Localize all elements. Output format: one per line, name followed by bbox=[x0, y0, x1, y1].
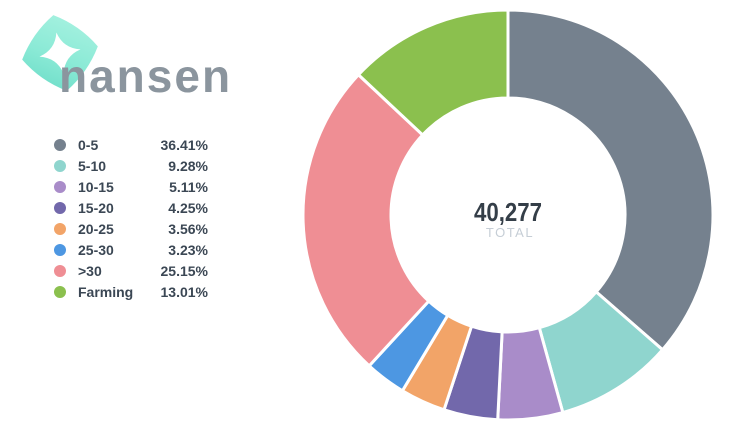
chart-legend: 0-5 36.41% 5-10 9.28% 10-15 5.11% 15-20 4.25% 20… bbox=[54, 134, 208, 302]
legend-item-20-25[interactable]: 20-25 3.56% bbox=[54, 218, 208, 239]
donut-slices bbox=[301, 8, 715, 422]
legend-swatch-icon bbox=[54, 285, 66, 298]
nansen-logo-icon bbox=[22, 15, 98, 91]
legend-label: 5-10 bbox=[78, 157, 107, 174]
donut-slice-farming[interactable] bbox=[356, 8, 510, 138]
legend-label: 20-25 bbox=[78, 220, 114, 237]
legend-item-farming[interactable]: Farming 13.01% bbox=[54, 281, 208, 302]
legend-label: 0-5 bbox=[78, 136, 99, 153]
legend-swatch-icon bbox=[54, 138, 66, 151]
legend-value: 36.41% bbox=[160, 136, 208, 153]
legend-value: 3.23% bbox=[168, 241, 208, 258]
legend-item-0-5[interactable]: 0-5 36.41% bbox=[54, 134, 208, 155]
legend-swatch-icon bbox=[54, 201, 66, 214]
legend-swatch-icon bbox=[54, 264, 66, 277]
legend-swatch-icon bbox=[54, 180, 66, 193]
nansen-logo: nansen bbox=[0, 0, 260, 110]
legend-value: 25.15% bbox=[160, 262, 208, 279]
legend-value: 4.25% bbox=[168, 199, 208, 216]
legend-item-5-10[interactable]: 5-10 9.28% bbox=[54, 155, 208, 176]
legend-swatch-icon bbox=[54, 243, 66, 256]
legend-label: 10-15 bbox=[78, 178, 114, 195]
nansen-wordmark: nansen bbox=[59, 50, 233, 102]
donut-slice-30[interactable] bbox=[301, 72, 431, 368]
legend-item-30[interactable]: >30 25.15% bbox=[54, 260, 208, 281]
legend-label: 25-30 bbox=[78, 241, 114, 258]
legend-value: 5.11% bbox=[169, 178, 208, 195]
donut-total-value: 40,277 bbox=[474, 197, 542, 227]
legend-label: 15-20 bbox=[78, 199, 114, 216]
legend-item-25-30[interactable]: 25-30 3.23% bbox=[54, 239, 208, 260]
donut-total-label: TOTAL bbox=[486, 225, 534, 240]
legend-swatch-icon bbox=[54, 222, 66, 235]
legend-value: 3.56% bbox=[168, 220, 208, 237]
legend-swatch-icon bbox=[54, 159, 66, 172]
legend-item-15-20[interactable]: 15-20 4.25% bbox=[54, 197, 208, 218]
donut-slice-0-5[interactable] bbox=[506, 8, 715, 352]
legend-value: 13.01% bbox=[160, 283, 208, 300]
legend-label: >30 bbox=[78, 262, 102, 279]
legend-label: Farming bbox=[78, 283, 134, 300]
legend-value: 9.28% bbox=[168, 157, 208, 174]
legend-item-10-15[interactable]: 10-15 5.11% bbox=[54, 176, 208, 197]
